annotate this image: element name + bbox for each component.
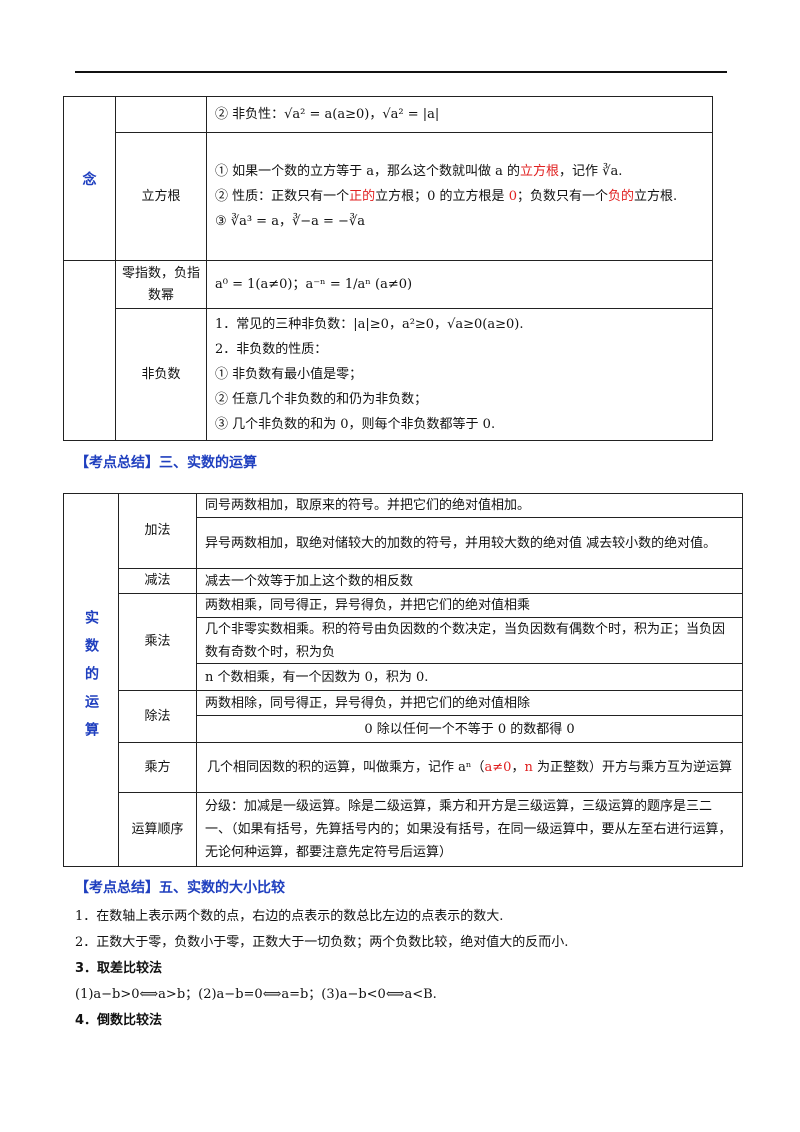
content-line: 两数相乘，同号得正，异号得负，并把它们的绝对值相乘: [205, 598, 531, 613]
content-line: 两数相除，同号得正，异号得负，并把它们的绝对值相除: [205, 695, 531, 711]
content-cell: 两数相除，同号得正，异号得负，并把它们的绝对值相除: [196, 690, 743, 716]
content-line: 几个相同因数的积的运算，叫做乘方，记作 aⁿ（a≠0，n 为正整数）开方与乘方互…: [205, 756, 734, 779]
content-cell: 0 除以任何一个不等于 0 的数都得 0: [196, 715, 743, 743]
content-cell: 分级：加减是一级运算。除是二级运算，乘方和开方是三级运算，三级运算的题序是三二一…: [196, 792, 743, 867]
side-cell: [63, 260, 116, 441]
text: ③ ∛a³ = a，∛−a = −∛a: [215, 214, 365, 229]
content-line: ① 如果一个数的立方等于 a，那么这个数就叫做 a 的立方根，记作 ∛a.: [215, 159, 704, 184]
topic-cell: 乘方: [118, 742, 197, 793]
paragraph: (1)a−b>0⟺a>b；(2)a−b=0⟺a=b；(3)a−b<0⟺a<B.: [75, 987, 437, 1002]
content-line: a⁰ = 1(a≠0)；a⁻ⁿ = 1/aⁿ (a≠0): [215, 277, 413, 292]
highlight: n: [524, 760, 533, 775]
topic-cell: [115, 96, 207, 133]
topic-cell: 非负数: [115, 308, 207, 441]
content-line: 分级：加减是一级运算。除是二级运算，乘方和开方是三级运算，三级运算的题序是三二一…: [205, 799, 732, 860]
top-rule: [75, 71, 727, 73]
topic-cell: 减法: [118, 568, 197, 594]
highlight: 负的: [608, 189, 635, 204]
section-heading: 【考点总结】三、实数的运算: [75, 455, 257, 471]
highlight: 正的: [349, 189, 376, 204]
vertical-label: 实数的运算: [83, 610, 99, 750]
topic-cell: 除法: [118, 690, 197, 743]
text: ② 性质：正数只有一个: [215, 189, 350, 204]
paragraph: 2．正数大于零，负数小于零，正数大于一切负数；两个负数比较，绝对值大的反而小.: [75, 935, 569, 950]
topic-cell: 运算顺序: [118, 792, 197, 867]
side-label: 实数的运算: [63, 493, 119, 867]
content-cell: ① 如果一个数的立方等于 a，那么这个数就叫做 a 的立方根，记作 ∛a. ② 性…: [206, 132, 713, 261]
content-line: 几个非零实数相乘。积的符号由负因数的个数决定，当负因数有偶数个时，积为正；当负因…: [205, 621, 726, 660]
text: ① 如果一个数的立方等于 a，那么这个数就叫做 a 的: [215, 164, 521, 179]
content-cell: 减去一个效等于加上这个数的相反数: [196, 568, 743, 594]
content-line: n 个数相乘，有一个因数为 0，积为 0.: [205, 669, 429, 685]
text: 几个相同因数的积的运算，叫做乘方，记作 aⁿ（: [207, 760, 485, 775]
content-cell: n 个数相乘，有一个因数为 0，积为 0.: [196, 663, 743, 691]
content-cell: 几个相同因数的积的运算，叫做乘方，记作 aⁿ（a≠0，n 为正整数）开方与乘方互…: [196, 742, 743, 793]
content-line: 2．非负数的性质：: [215, 342, 328, 357]
highlight: a≠0: [484, 760, 512, 775]
topic-cell: 加法: [118, 493, 197, 569]
content-cell: 异号两数相加，取绝对储较大的加数的符号，并用较大数的绝对值 减去较小数的绝对值。: [196, 517, 743, 569]
content-cell: a⁰ = 1(a≠0)；a⁻ⁿ = 1/aⁿ (a≠0): [206, 260, 713, 309]
text: 立方根.: [634, 189, 678, 204]
content-cell: 几个非零实数相乘。积的符号由负因数的个数决定，当负因数有偶数个时，积为正；当负因…: [196, 617, 743, 664]
content-cell: 同号两数相加，取原来的符号。并把它们的绝对值相加。: [196, 493, 743, 518]
content-line: 0 除以任何一个不等于 0 的数都得 0: [364, 721, 575, 737]
content-line: 减去一个效等于加上这个数的相反数: [205, 573, 414, 589]
content-line: 同号两数相加，取原来的符号。并把它们的绝对值相加。: [205, 498, 531, 513]
content-line: ② 任意几个非负数的和仍为非负数；: [215, 392, 428, 407]
side-label: 念: [63, 96, 116, 261]
text: ，: [511, 760, 525, 775]
content-line: ① 非负数有最小值是零；: [215, 367, 363, 382]
content-line: ③ 几个非负数的和为 0，则每个非负数都等于 0.: [215, 417, 496, 432]
content-line: ② 性质：正数只有一个正的立方根；0 的立方根是 0；负数只有一个负的立方根.: [215, 184, 704, 209]
highlight: 0: [508, 189, 517, 204]
paragraph: 4．倒数比较法: [75, 1013, 163, 1028]
paragraph: 1．在数轴上表示两个数的点，右边的点表示的数总比左边的点表示的数大.: [75, 909, 504, 924]
content-line: 1．常见的三种非负数：|a|≥0，a²≥0，√a≥0(a≥0).: [215, 317, 524, 332]
highlight: 立方根: [520, 164, 560, 179]
topic-cell: 零指数，负指数幂: [115, 260, 207, 309]
text: ，记作 ∛a.: [559, 164, 623, 179]
content-cell: ② 非负性：√a² = a(a≥0)，√a² = |a|: [206, 96, 713, 133]
content-cell: 两数相乘，同号得正，异号得负，并把它们的绝对值相乘: [196, 593, 743, 618]
content-line: ② 非负性：√a² = a(a≥0)，√a² = |a|: [215, 107, 440, 122]
section-heading: 【考点总结】五、实数的大小比较: [75, 880, 285, 896]
text: 立方根；0 的立方根是: [375, 189, 509, 204]
text: ；负数只有一个: [516, 189, 608, 204]
paragraph: 3．取差比较法: [75, 961, 163, 976]
content-cell: 1．常见的三种非负数：|a|≥0，a²≥0，√a≥0(a≥0). 2．非负数的性质…: [206, 308, 713, 441]
topic-cell: 立方根: [115, 132, 207, 261]
content-line: 异号两数相加，取绝对储较大的加数的符号，并用较大数的绝对值 减去较小数的绝对值。: [205, 535, 717, 551]
text: 为正整数）开方与乘方互为逆运算: [532, 760, 732, 775]
content-line: ③ ∛a³ = a，∛−a = −∛a: [215, 209, 704, 234]
topic-cell: 乘法: [118, 593, 197, 691]
